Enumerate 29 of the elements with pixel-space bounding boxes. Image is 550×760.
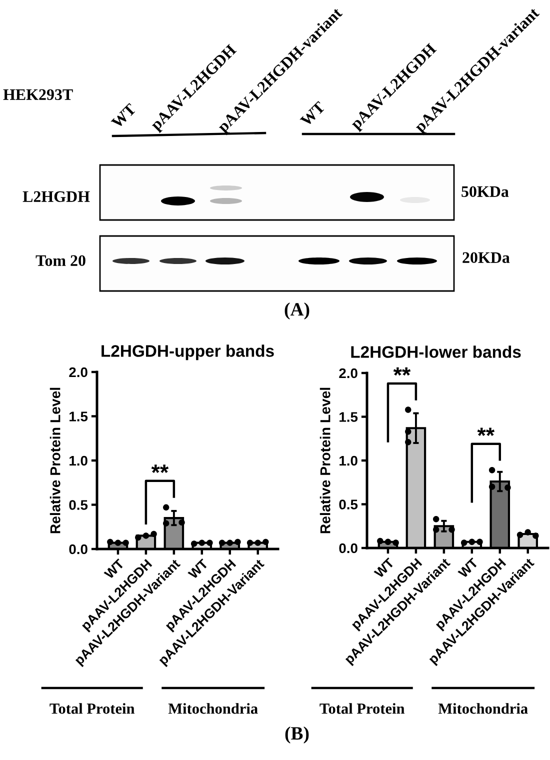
chart-title: L2HGDH-upper bands bbox=[102, 344, 274, 360]
y-tick-label: 0.5 bbox=[69, 500, 88, 510]
text: Total Protein bbox=[50, 703, 135, 714]
y-axis-title: Relative Protein Level bbox=[320, 388, 330, 534]
y-tick-label: 1.0 bbox=[340, 456, 358, 466]
text: Mitochondria bbox=[438, 703, 528, 714]
annotation: ** bbox=[151, 464, 169, 473]
text: Mitochondria bbox=[168, 703, 258, 714]
chart-title: L2HGDH-lower bands bbox=[351, 346, 521, 358]
text: Tom 20 bbox=[36, 255, 86, 266]
y-tick-label: 0.5 bbox=[339, 500, 358, 510]
text: WT bbox=[110, 102, 137, 130]
text: (B) bbox=[285, 726, 309, 744]
y-tick-label: 1.5 bbox=[340, 412, 358, 422]
text: 50KDa bbox=[462, 186, 509, 197]
text: (A) bbox=[284, 302, 310, 320]
text: Total Protein bbox=[320, 703, 405, 714]
text: HEK293T bbox=[3, 89, 73, 100]
y-tick-label: 2.0 bbox=[69, 367, 88, 378]
annotation: ** bbox=[393, 367, 411, 376]
text: 20KDa bbox=[462, 252, 510, 263]
y-tick-label: 2.0 bbox=[339, 368, 358, 378]
annotation: ** bbox=[477, 428, 495, 436]
y-tick-label: 0.0 bbox=[69, 544, 88, 554]
y-tick-label: 1.5 bbox=[70, 412, 88, 422]
y-tick-label: 0.0 bbox=[339, 543, 358, 554]
text: L2HGDH bbox=[22, 191, 90, 202]
y-tick-label: 1.0 bbox=[70, 456, 88, 466]
y-axis-title: Relative Protein Level bbox=[50, 388, 60, 534]
